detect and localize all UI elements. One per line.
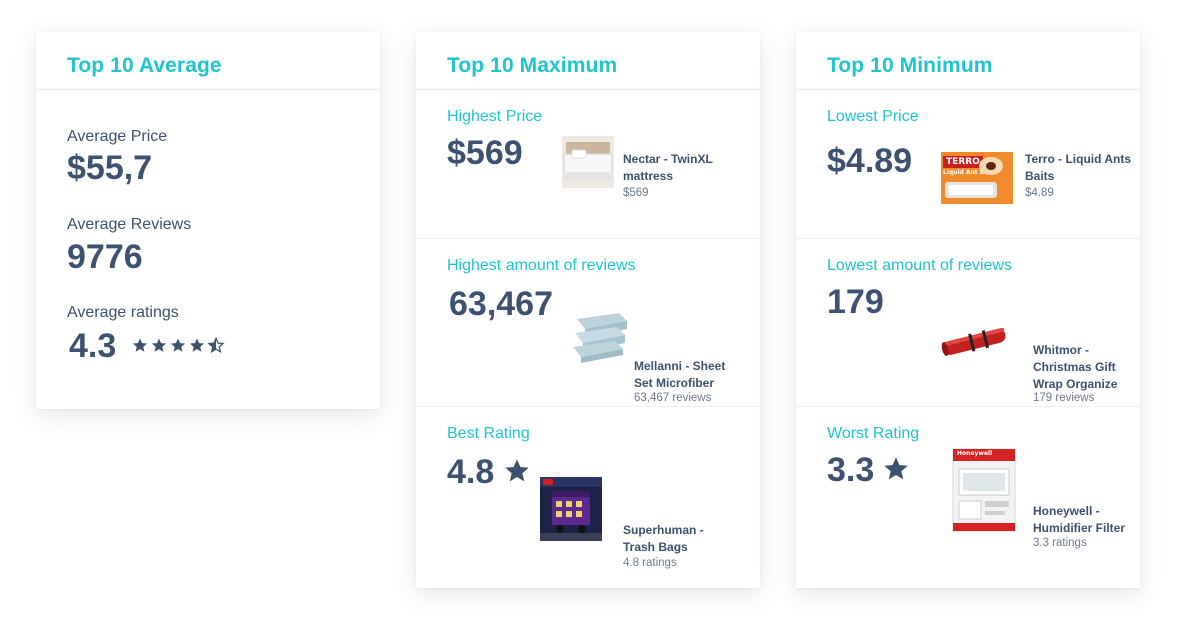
lowest-reviews-sub: 179 reviews xyxy=(1033,392,1095,404)
average-reviews-value: 9776 xyxy=(67,238,143,276)
maximum-card: Top 10 Maximum Highest Price $569 Nectar… xyxy=(416,32,760,588)
lego-box-thumbnail[interactable] xyxy=(540,477,602,541)
best-rating-product[interactable]: Superhuman - Trash Bags xyxy=(623,523,704,554)
best-rating-section: Best Rating 4.8 Superhuman - Trash Ba xyxy=(416,407,760,588)
highest-price-value: $569 xyxy=(447,134,523,172)
humidifier-filter-thumbnail[interactable]: Honeywell xyxy=(949,447,1019,533)
lowest-reviews-value: 179 xyxy=(827,283,884,321)
lowest-price-label: Lowest Price xyxy=(827,108,919,125)
best-rating-value: 4.8 xyxy=(447,453,495,491)
minimum-card-header: Top 10 Minimum xyxy=(796,32,1140,90)
worst-rating-label: Worst Rating xyxy=(827,425,920,442)
worst-rating-sub: 3.3 ratings xyxy=(1033,537,1087,549)
minimum-card: Top 10 Minimum Lowest Price $4.89 TERRO … xyxy=(796,32,1140,588)
terro-box-thumbnail[interactable]: TERRO Liquid Ant Baits xyxy=(941,152,1013,204)
highest-reviews-product[interactable]: Mellanni - Sheet Set Microfiber xyxy=(634,359,726,390)
average-price-label: Average Price xyxy=(67,128,168,145)
average-card-title: Top 10 Average xyxy=(67,54,222,77)
highest-price-product[interactable]: Nectar - TwinXL mattress xyxy=(623,152,713,183)
gift-wrap-organizer-thumbnail[interactable] xyxy=(936,321,1012,361)
star-icon xyxy=(189,338,205,352)
average-ratings-value: 4.3 xyxy=(69,327,117,365)
average-card-header: Top 10 Average xyxy=(36,32,380,90)
worst-rating-product[interactable]: Honeywell - Humidifier Filter xyxy=(1033,504,1126,535)
thumb-brand: Honeywell xyxy=(957,450,993,457)
highest-price-sub: $569 xyxy=(623,187,649,199)
star-icon xyxy=(505,459,529,482)
lowest-reviews-product[interactable]: Whitmor - Christmas Gift Wrap Organize xyxy=(1033,343,1118,391)
lowest-price-section: Lowest Price $4.89 TERRO Liquid Ant Bait… xyxy=(796,90,1140,239)
rating-stars xyxy=(131,337,225,354)
best-rating-sub: 4.8 ratings xyxy=(623,557,677,569)
highest-reviews-sub: 63,467 reviews xyxy=(634,392,712,404)
average-reviews-label: Average Reviews xyxy=(67,216,192,233)
highest-reviews-value: 63,467 xyxy=(449,285,553,323)
highest-reviews-section: Highest amount of reviews 63,467 Mellann… xyxy=(416,239,760,407)
highest-price-section: Highest Price $569 Nectar - TwinXL mattr… xyxy=(416,90,760,239)
lowest-reviews-label: Lowest amount of reviews xyxy=(827,257,1012,274)
highest-reviews-label: Highest amount of reviews xyxy=(447,257,636,274)
star-icon xyxy=(151,338,167,352)
sheet-set-thumbnail[interactable] xyxy=(571,311,631,363)
maximum-card-header: Top 10 Maximum xyxy=(416,32,760,90)
lowest-price-product[interactable]: Terro - Liquid Ants Baits xyxy=(1025,152,1131,183)
star-icon xyxy=(132,338,148,352)
star-icon xyxy=(170,338,186,352)
highest-price-label: Highest Price xyxy=(447,108,543,125)
lowest-price-sub: $4.89 xyxy=(1025,187,1054,199)
minimum-card-title: Top 10 Minimum xyxy=(827,54,993,77)
worst-rating-section: Worst Rating 3.3 Honeywell Honeywell - H… xyxy=(796,407,1140,588)
lowest-reviews-section: Lowest amount of reviews 179 Whitmor - C… xyxy=(796,239,1140,407)
star-icon xyxy=(884,457,908,480)
average-card: Top 10 Average Average Price $55,7 Avera… xyxy=(36,32,380,409)
worst-rating-value: 3.3 xyxy=(827,451,875,489)
half-star-icon xyxy=(207,337,225,354)
maximum-card-title: Top 10 Maximum xyxy=(447,54,618,77)
best-rating-label: Best Rating xyxy=(447,425,530,442)
average-ratings-label: Average ratings xyxy=(67,304,179,321)
mattress-thumbnail[interactable] xyxy=(562,136,614,188)
thumb-brand: TERRO xyxy=(943,156,983,168)
thumb-text: Liquid Ant Baits xyxy=(943,169,997,176)
lowest-price-value: $4.89 xyxy=(827,142,913,180)
average-price-value: $55,7 xyxy=(67,149,153,187)
